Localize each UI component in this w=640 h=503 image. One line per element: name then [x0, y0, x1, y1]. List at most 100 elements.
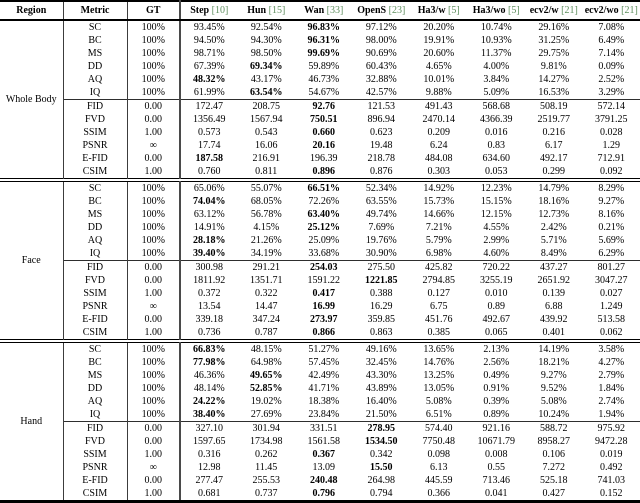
- metric-label: SSIM: [63, 287, 127, 300]
- metric-value: 12.73%: [525, 208, 583, 221]
- metric-value: 23.84%: [295, 408, 353, 422]
- metric-label: E-FID: [63, 152, 127, 165]
- metric-value: 20.60%: [410, 47, 468, 60]
- metric-value: 48.32%: [180, 73, 238, 86]
- metric-value: 896.94: [353, 113, 411, 126]
- gt-value: 100%: [127, 408, 180, 422]
- metric-value: 74.04%: [180, 195, 238, 208]
- metric-label: CSIM: [63, 326, 127, 340]
- metric-value: 0.062: [583, 326, 640, 340]
- metric-value: 4.60%: [468, 247, 526, 261]
- metric-value: 750.51: [295, 113, 353, 126]
- metric-value: 42.57%: [353, 86, 411, 100]
- gt-value: 100%: [127, 208, 180, 221]
- metric-value: 52.34%: [353, 182, 411, 196]
- metric-value: 21.26%: [238, 234, 296, 247]
- metric-value: 9.52%: [525, 382, 583, 395]
- metric-value: 10.01%: [410, 73, 468, 86]
- metric-value: 49.16%: [353, 343, 411, 357]
- metric-label: BC: [63, 356, 127, 369]
- metric-value: 0.092: [583, 165, 640, 179]
- metric-value: 1734.98: [238, 435, 296, 448]
- metric-value: 5.69%: [583, 234, 640, 247]
- metric-value: 1.29: [583, 139, 640, 152]
- metric-label: PSNR: [63, 300, 127, 313]
- metric-value: 0.098: [410, 448, 468, 461]
- metric-value: 6.51%: [410, 408, 468, 422]
- metric-value: 59.89%: [295, 60, 353, 73]
- metric-value: 20.20%: [410, 20, 468, 34]
- metric-value: 0.863: [353, 326, 411, 340]
- metric-value: 63.40%: [295, 208, 353, 221]
- gt-value: 100%: [127, 356, 180, 369]
- metric-value: 11.45: [238, 461, 296, 474]
- metric-value: 49.74%: [353, 208, 411, 221]
- metric-value: 14.47: [238, 300, 296, 313]
- metric-value: 31.25%: [525, 34, 583, 47]
- gt-value: 100%: [127, 221, 180, 234]
- metric-value: 12.23%: [468, 182, 526, 196]
- metric-value: 61.99%: [180, 86, 238, 100]
- metric-value: 13.54: [180, 300, 238, 313]
- metric-value: 484.08: [410, 152, 468, 165]
- metric-value: 10.93%: [468, 34, 526, 47]
- metric-value: 347.24: [238, 313, 296, 326]
- metric-value: 0.09%: [583, 60, 640, 73]
- citation-ref: [33]: [327, 5, 344, 16]
- metric-value: 94.50%: [180, 34, 238, 47]
- metric-value: 0.019: [583, 448, 640, 461]
- metric-value: 439.92: [525, 313, 583, 326]
- metric-value: 6.29%: [583, 247, 640, 261]
- metric-value: 5.79%: [410, 234, 468, 247]
- metric-value: 0.262: [238, 448, 296, 461]
- metric-label: SSIM: [63, 448, 127, 461]
- metric-value: 2.13%: [468, 343, 526, 357]
- metric-value: 10.24%: [525, 408, 583, 422]
- metric-value: 425.82: [410, 261, 468, 275]
- metric-value: 1534.50: [353, 435, 411, 448]
- metric-value: 0.139: [525, 287, 583, 300]
- gt-value: 100%: [127, 86, 180, 100]
- col-header-method-opens: OpenS [23]: [353, 1, 411, 20]
- metric-label: E-FID: [63, 474, 127, 487]
- metric-label: AQ: [63, 234, 127, 247]
- metric-label: SC: [63, 20, 127, 34]
- metric-value: 93.45%: [180, 20, 238, 34]
- metric-value: 54.67%: [295, 86, 353, 100]
- region-label: Hand: [0, 343, 63, 502]
- metric-value: 359.85: [353, 313, 411, 326]
- metric-value: 14.91%: [180, 221, 238, 234]
- metric-value: 4.27%: [583, 356, 640, 369]
- metric-value: 5.08%: [410, 395, 468, 408]
- metric-value: 0.811: [238, 165, 296, 179]
- metric-value: 0.027: [583, 287, 640, 300]
- metric-value: 28.18%: [180, 234, 238, 247]
- citation-ref: [23]: [389, 5, 406, 16]
- metric-value: 56.78%: [238, 208, 296, 221]
- metric-value: 9.27%: [583, 195, 640, 208]
- method-name: ecv2/wo: [585, 5, 621, 16]
- metric-value: 15.73%: [410, 195, 468, 208]
- metric-value: 43.89%: [353, 382, 411, 395]
- metric-label: DD: [63, 221, 127, 234]
- metric-value: 90.69%: [353, 47, 411, 60]
- metric-value: 634.60: [468, 152, 526, 165]
- metric-label: AQ: [63, 395, 127, 408]
- metric-value: 1597.65: [180, 435, 238, 448]
- citation-ref: [21]: [621, 5, 638, 16]
- metric-value: 712.91: [583, 152, 640, 165]
- metric-value: 301.94: [238, 422, 296, 436]
- metric-value: 14.19%: [525, 343, 583, 357]
- gt-value: 100%: [127, 247, 180, 261]
- metric-value: 42.49%: [295, 369, 353, 382]
- metric-value: 327.10: [180, 422, 238, 436]
- metric-value: 437.27: [525, 261, 583, 275]
- method-name: ecv2/w: [530, 5, 561, 16]
